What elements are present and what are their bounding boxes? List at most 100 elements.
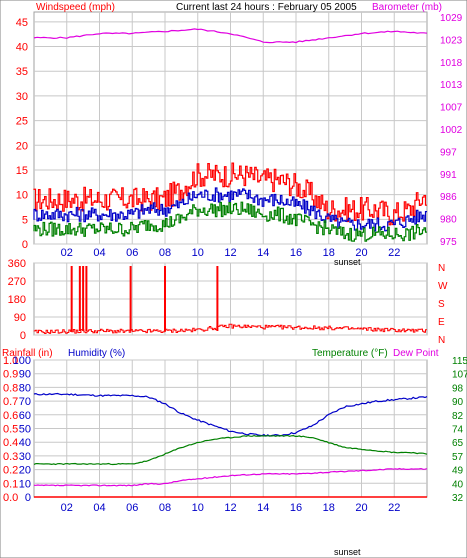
compass-tick-4: N <box>438 335 445 346</box>
rain-tick-0: 0.0 <box>3 492 18 504</box>
sunset-label-top: sunset <box>334 257 361 267</box>
rain-tick-3: 0.3 <box>3 451 18 463</box>
windspeed-tick-8: 40 <box>16 42 28 54</box>
temp-tick-6: 82 <box>452 411 464 422</box>
wind-series-2 <box>33 201 427 242</box>
humidity-series <box>33 392 428 437</box>
time-tick-bottom-9: 20 <box>355 502 367 514</box>
direction-tick-4: 360 <box>8 258 26 270</box>
compass-tick-2: S <box>438 299 445 310</box>
temp-tick-5: 74 <box>452 425 464 436</box>
humidity-tick-10: 100 <box>13 355 31 367</box>
time-tick-top-10: 22 <box>388 247 400 259</box>
barometer-tick-2: 986 <box>440 192 457 203</box>
humidity-axis-title: Humidity (%) <box>68 348 125 359</box>
direction-tick-2: 180 <box>8 294 26 306</box>
barometer-tick-3: 991 <box>440 170 457 181</box>
dewpoint-axis-title: Dew Point <box>393 348 439 359</box>
temperature-series <box>33 434 428 466</box>
barometer-tick-6: 1007 <box>440 103 463 114</box>
temp-tick-10: 115 <box>452 356 467 367</box>
humidity-tick-5: 50 <box>19 424 31 436</box>
time-tick-top-0: 02 <box>61 247 73 259</box>
time-tick-bottom-0: 02 <box>61 502 73 514</box>
windspeed-axis-title: Windspeed (mph) <box>36 2 115 13</box>
temp-tick-1: 40 <box>452 479 464 490</box>
time-tick-bottom-1: 04 <box>93 502 105 514</box>
barometer-axis-title: Barometer (mb) <box>372 2 442 13</box>
humidity-tick-0: 0 <box>25 492 31 504</box>
rain-tick-9: 0.9 <box>3 369 18 381</box>
compass-tick-3: E <box>438 317 445 328</box>
rain-tick-10: 1.0 <box>3 355 18 367</box>
direction-tick-0: 0 <box>20 330 26 342</box>
data-series <box>33 28 428 498</box>
humidity-tick-9: 90 <box>19 369 31 381</box>
time-tick-bottom-2: 06 <box>126 502 138 514</box>
compass-tick-0: N <box>438 263 445 274</box>
time-tick-bottom-10: 22 <box>388 502 400 514</box>
time-tick-top-5: 12 <box>224 247 236 259</box>
barometer-tick-1: 980 <box>440 215 457 226</box>
windspeed-tick-5: 25 <box>16 116 28 128</box>
time-tick-bottom-5: 12 <box>224 502 236 514</box>
temp-tick-9: 107 <box>452 370 467 381</box>
rain-tick-5: 0.5 <box>3 424 18 436</box>
rain-tick-8: 0.8 <box>3 382 18 394</box>
wind-series-0 <box>33 162 427 226</box>
time-tick-top-1: 04 <box>93 247 105 259</box>
rain-tick-6: 0.6 <box>3 410 18 422</box>
humidity-tick-3: 30 <box>19 451 31 463</box>
temp-tick-0: 32 <box>452 493 464 504</box>
temp-tick-7: 90 <box>452 397 464 408</box>
time-tick-bottom-6: 14 <box>257 502 269 514</box>
humidity-tick-6: 60 <box>19 410 31 422</box>
time-tick-top-8: 18 <box>323 247 335 259</box>
barometer-tick-5: 1002 <box>440 125 463 136</box>
axis-labels: 0510152025303540459759809869919971002100… <box>3 13 467 514</box>
rain-tick-1: 0.1 <box>3 478 18 490</box>
temperature-axis-title: Temperature (°F) <box>312 348 388 359</box>
time-tick-top-6: 14 <box>257 247 269 259</box>
time-tick-top-7: 16 <box>290 247 302 259</box>
windspeed-tick-2: 10 <box>16 190 28 202</box>
direction-tick-1: 90 <box>14 312 26 324</box>
time-tick-bottom-7: 16 <box>290 502 302 514</box>
rain-tick-4: 0.4 <box>3 437 18 449</box>
compass-tick-1: W <box>438 281 448 292</box>
barometer-tick-7: 1013 <box>440 80 463 91</box>
humidity-tick-8: 80 <box>19 382 31 394</box>
barometer-tick-0: 975 <box>440 237 457 248</box>
humidity-tick-4: 40 <box>19 437 31 449</box>
time-tick-top-9: 20 <box>355 247 367 259</box>
time-tick-bottom-8: 18 <box>323 502 335 514</box>
temp-tick-3: 57 <box>452 452 464 463</box>
windspeed-tick-7: 35 <box>16 66 28 78</box>
barometer-series <box>33 28 428 44</box>
windspeed-tick-0: 0 <box>22 239 28 251</box>
temp-tick-4: 65 <box>452 438 464 449</box>
time-tick-bottom-3: 08 <box>159 502 171 514</box>
wind-series-1 <box>33 187 427 232</box>
barometer-tick-4: 997 <box>440 147 457 158</box>
chart-title: Current last 24 hours : February 05 2005 <box>176 2 357 13</box>
humidity-tick-7: 70 <box>19 396 31 408</box>
barometer-tick-8: 1018 <box>440 58 463 69</box>
time-tick-bottom-4: 10 <box>192 502 204 514</box>
time-tick-top-2: 06 <box>126 247 138 259</box>
windspeed-tick-4: 20 <box>16 140 28 152</box>
windspeed-tick-3: 15 <box>16 165 28 177</box>
time-tick-top-3: 08 <box>159 247 171 259</box>
rain-tick-7: 0.7 <box>3 396 18 408</box>
sunset-label-bottom: sunset <box>334 547 361 557</box>
barometer-tick-9: 1023 <box>440 35 463 46</box>
humidity-tick-1: 10 <box>19 478 31 490</box>
windspeed-tick-1: 5 <box>22 214 28 226</box>
barometer-tick-10: 1029 <box>440 13 463 24</box>
rain-tick-2: 0.2 <box>3 465 18 477</box>
dewpoint-series <box>34 467 428 487</box>
temp-tick-2: 49 <box>452 466 464 477</box>
temp-tick-8: 98 <box>452 383 464 394</box>
